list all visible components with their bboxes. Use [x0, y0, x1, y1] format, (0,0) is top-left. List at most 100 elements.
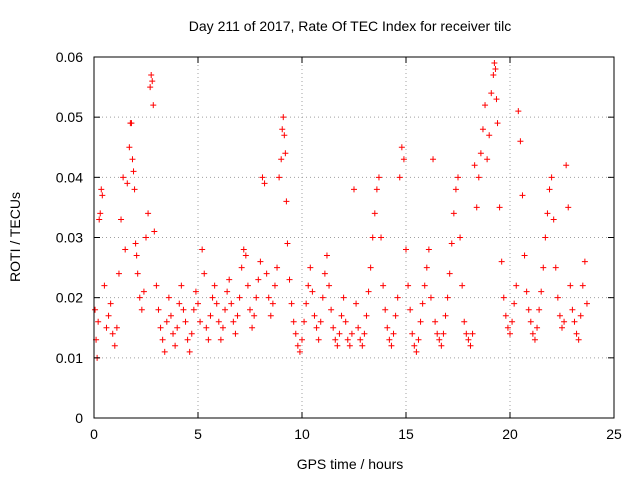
data-point-0-122 — [319, 294, 326, 301]
data-point-0-71 — [219, 324, 226, 331]
data-point-0-186 — [452, 186, 459, 193]
data-point-0-225 — [529, 330, 536, 337]
data-point-0-114 — [303, 300, 310, 307]
data-point-0-144 — [365, 288, 372, 295]
data-point-0-88 — [255, 276, 262, 283]
data-point-0-94 — [267, 312, 274, 319]
data-point-0-132 — [340, 294, 347, 301]
data-point-0-86 — [251, 312, 258, 319]
data-point-0-136 — [348, 330, 355, 337]
y-tick-label-3: 0.03 — [56, 230, 83, 246]
data-point-0-230 — [540, 264, 547, 271]
data-point-0-5 — [97, 210, 104, 217]
data-point-0-208 — [494, 120, 501, 127]
data-point-0-143 — [363, 312, 370, 319]
data-point-0-172 — [423, 264, 430, 271]
data-point-0-28 — [134, 270, 141, 277]
data-point-0-64 — [205, 336, 212, 343]
data-point-0-221 — [521, 252, 528, 259]
data-point-0-216 — [511, 300, 518, 307]
data-point-0-185 — [450, 210, 457, 217]
data-point-0-4 — [96, 216, 103, 223]
data-point-0-184 — [448, 240, 455, 247]
data-point-0-9 — [103, 324, 110, 331]
data-point-0-215 — [509, 318, 516, 325]
data-point-0-41 — [157, 324, 164, 331]
data-point-0-60 — [197, 318, 204, 325]
data-point-0-149 — [375, 174, 382, 181]
data-point-0-101 — [280, 114, 287, 121]
data-point-0-227 — [534, 324, 541, 331]
data-point-0-11 — [107, 300, 114, 307]
data-point-0-173 — [425, 246, 432, 253]
data-point-0-10 — [105, 312, 112, 319]
data-point-0-193 — [467, 342, 474, 349]
data-point-0-160 — [398, 144, 405, 151]
data-point-0-66 — [209, 294, 216, 301]
data-point-0-159 — [396, 174, 403, 181]
data-point-0-121 — [317, 318, 324, 325]
data-point-0-209 — [496, 204, 503, 211]
data-point-0-12 — [109, 330, 116, 337]
data-point-0-220 — [519, 192, 526, 199]
data-point-0-103 — [282, 150, 289, 157]
data-point-0-240 — [561, 318, 568, 325]
data-point-0-44 — [163, 318, 170, 325]
data-point-0-43 — [161, 348, 168, 355]
data-point-0-19 — [124, 180, 131, 187]
data-point-0-140 — [357, 336, 364, 343]
axis-ticks — [93, 56, 615, 419]
y-tick-label-6: 0.06 — [56, 49, 83, 65]
data-point-0-18 — [122, 246, 129, 253]
x-tick-labels: 0 5 10 15 20 25 — [90, 426, 622, 442]
data-point-0-197 — [475, 174, 482, 181]
data-point-0-91 — [261, 180, 268, 187]
data-point-0-34 — [147, 84, 154, 91]
data-point-0-38 — [151, 228, 158, 235]
data-point-0-170 — [419, 300, 426, 307]
data-point-0-69 — [215, 318, 222, 325]
data-point-0-214 — [507, 330, 513, 337]
data-point-0-212 — [502, 312, 509, 319]
data-point-0-124 — [323, 252, 330, 259]
data-point-0-59 — [195, 300, 201, 307]
data-point-0-75 — [228, 300, 235, 307]
data-point-0-87 — [253, 294, 260, 301]
data-point-0-35 — [148, 72, 155, 79]
data-point-0-65 — [207, 312, 214, 319]
data-point-0-158 — [394, 294, 401, 301]
data-point-0-171 — [421, 282, 428, 289]
data-point-0-176 — [432, 318, 439, 325]
data-point-0-84 — [247, 306, 253, 313]
data-point-0-102 — [281, 132, 288, 139]
y-tick-label-2: 0.02 — [56, 290, 83, 306]
data-point-0-39 — [153, 282, 160, 289]
x-tick-label-1: 5 — [194, 426, 202, 442]
data-point-0-32 — [143, 234, 149, 241]
data-point-0-157 — [392, 312, 399, 319]
data-point-0-55 — [186, 348, 193, 355]
data-point-0-130 — [336, 330, 343, 337]
data-point-0-115 — [305, 282, 312, 289]
data-point-0-248 — [577, 312, 584, 319]
data-point-0-0 — [92, 306, 99, 313]
data-point-0-177 — [434, 330, 441, 337]
data-point-0-61 — [199, 246, 206, 253]
data-point-0-213 — [504, 324, 511, 331]
data-point-0-174 — [427, 294, 434, 301]
data-point-0-187 — [455, 174, 461, 181]
data-point-0-15 — [115, 270, 122, 277]
data-point-0-7 — [99, 192, 106, 199]
data-point-0-126 — [328, 306, 335, 313]
data-point-0-199 — [479, 126, 486, 133]
data-point-0-83 — [244, 282, 251, 289]
data-point-0-125 — [326, 282, 333, 289]
data-point-0-89 — [257, 258, 264, 265]
data-point-0-152 — [382, 306, 389, 313]
data-point-0-182 — [444, 294, 451, 301]
data-point-0-250 — [581, 258, 588, 265]
data-point-0-131 — [338, 312, 345, 319]
data-point-0-116 — [307, 264, 314, 271]
data-point-0-222 — [523, 288, 530, 295]
data-point-0-79 — [236, 294, 243, 301]
